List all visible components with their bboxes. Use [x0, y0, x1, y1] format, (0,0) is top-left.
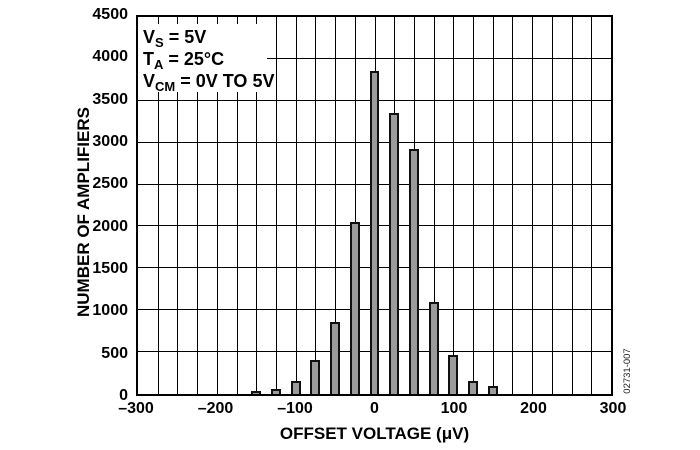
y-axis-tick-label: 4000	[92, 48, 128, 66]
y-axis-tick-label: 0	[119, 387, 128, 404]
vertical-gridline	[295, 17, 297, 394]
vertical-gridline	[177, 17, 179, 394]
vertical-gridline	[532, 17, 534, 394]
y-axis-tick-label: 3000	[92, 133, 128, 150]
vertical-gridline	[571, 17, 573, 394]
condition-symbol: T	[143, 49, 154, 69]
condition-symbol: V	[143, 27, 156, 47]
vertical-gridline	[157, 17, 159, 394]
vertical-gridline	[512, 17, 514, 394]
vertical-gridline	[354, 17, 356, 394]
y-axis-tick-label: 4500	[92, 6, 128, 23]
x-axis-tick-label: –100	[277, 400, 313, 417]
condition-subscript: CM	[155, 79, 176, 94]
histogram-bar	[251, 390, 262, 394]
horizontal-gridline	[138, 57, 611, 59]
figure-number-watermark: 02731-007	[622, 348, 633, 394]
y-axis-tick-label: 500	[101, 344, 128, 362]
plot-area: VS = 5V TA = 25°C VCM = 0V TO 5V	[136, 15, 613, 396]
condition-value: = 5V	[163, 27, 207, 47]
vertical-gridline	[473, 17, 475, 394]
condition-symbol: V	[143, 71, 156, 91]
histogram-bar	[468, 381, 478, 394]
x-axis-tick-label: –200	[197, 400, 234, 417]
histogram-bar	[389, 113, 400, 394]
condition-value: = 25°C	[163, 49, 225, 69]
vertical-gridline	[591, 17, 593, 394]
vertical-gridline	[453, 17, 455, 394]
condition-line-vs: VS = 5V	[143, 26, 267, 50]
condition-subscript: A	[154, 57, 164, 72]
vertical-gridline	[315, 17, 317, 394]
histogram-bar	[349, 222, 360, 394]
y-axis-tick-label: 1000	[92, 302, 128, 320]
histogram-bar	[448, 355, 459, 394]
condition-line-vcm: VCM = 0V TO 5V	[143, 70, 274, 94]
histogram-bar	[487, 386, 498, 394]
conditions-annotation: VS = 5V TA = 25°C VCM = 0V TO 5V	[138, 24, 274, 94]
vertical-gridline	[275, 17, 277, 394]
x-axis-title: OFFSET VOLTAGE (μV)	[279, 424, 470, 443]
histogram-bar	[408, 149, 419, 394]
condition-value: = 0V TO 5V	[175, 71, 275, 91]
condition-line-ta: TA = 25°C	[143, 48, 267, 72]
vertical-gridline	[492, 17, 494, 394]
y-axis-tick-label: 2000	[92, 217, 128, 235]
vertical-gridline	[197, 17, 199, 394]
histogram-bar	[330, 321, 341, 394]
histogram-bar	[369, 71, 380, 394]
x-axis-tick-label: 200	[520, 400, 547, 417]
histogram-bar	[290, 381, 301, 394]
vertical-gridline	[551, 17, 553, 394]
vertical-gridline	[216, 17, 218, 394]
y-axis-tick-label: 1500	[92, 260, 128, 277]
vertical-gridline	[433, 17, 435, 394]
x-axis-tick-label: 300	[599, 400, 627, 417]
condition-subscript: S	[155, 35, 164, 50]
histogram-bar	[428, 301, 439, 394]
x-axis-tick-label: 0	[370, 400, 379, 417]
vertical-gridline	[236, 17, 238, 394]
y-axis-tick-label: 2500	[92, 175, 128, 193]
x-axis-tick-label: 100	[440, 400, 468, 417]
histogram-bar	[270, 389, 281, 394]
vertical-gridline	[256, 17, 258, 394]
y-axis-tick-label: 3500	[92, 90, 128, 108]
histogram-bar	[310, 359, 321, 394]
x-axis-tick-label: –300	[118, 400, 154, 417]
vertical-gridline	[335, 17, 337, 394]
